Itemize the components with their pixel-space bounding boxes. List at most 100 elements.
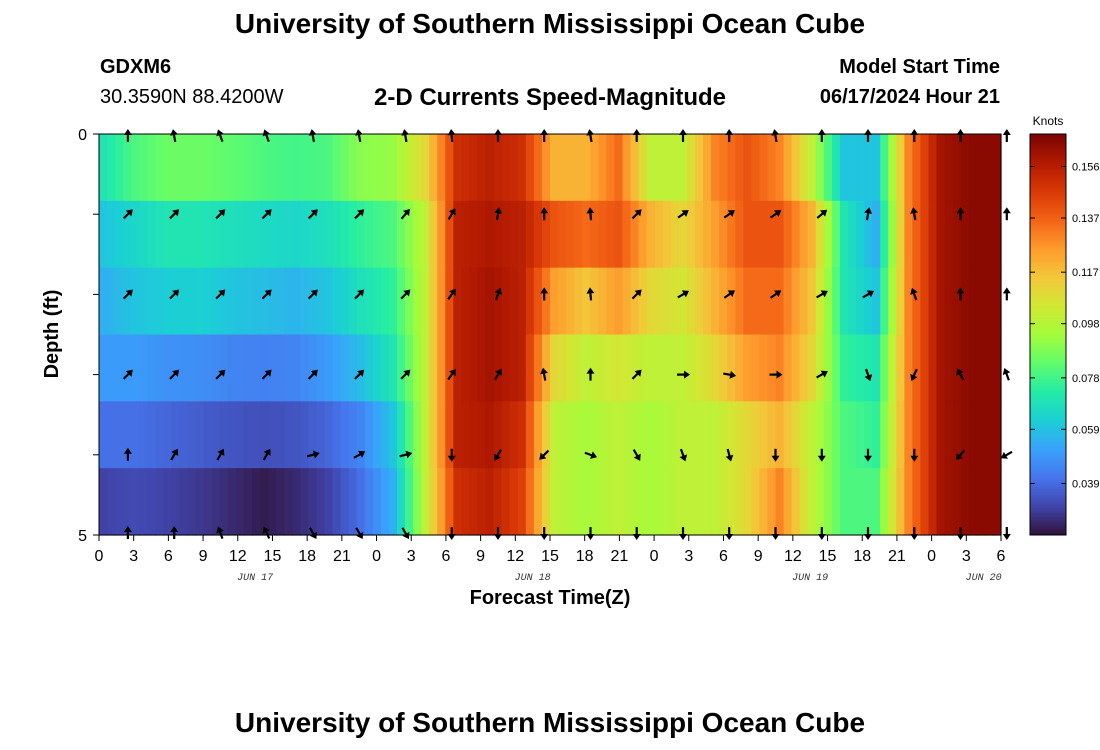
heatmap-cell: [622, 267, 632, 336]
heatmap-cell: [324, 267, 334, 336]
heatmap-cell: [227, 334, 237, 402]
heatmap-cell: [517, 334, 527, 402]
heatmap-cell: [590, 200, 599, 269]
current-vector-arrow: [122, 209, 133, 220]
heatmap-cell: [976, 267, 986, 336]
x-tick-label: 9: [754, 548, 763, 565]
heatmap-cell: [437, 401, 446, 469]
current-vector-arrow: [1002, 287, 1011, 301]
heatmap-cell: [968, 267, 978, 336]
current-vector-arrow: [1000, 450, 1013, 459]
current-vector-arrow: [631, 289, 642, 300]
heatmap-cell: [380, 334, 390, 402]
heatmap-cell: [211, 468, 221, 536]
heatmap-cell: [252, 468, 261, 536]
heatmap-cell: [783, 401, 793, 469]
heatmap-cell: [147, 267, 156, 336]
heatmap-cell: [316, 134, 326, 202]
current-vector-arrow: [307, 369, 318, 380]
heatmap-cell: [630, 134, 640, 202]
x-tick-label: 21: [610, 548, 628, 565]
x-axis-label: Forecast Time(Z): [470, 587, 631, 609]
heatmap-cell: [880, 401, 889, 469]
x-tick-label: 0: [372, 548, 381, 565]
current-vector-arrow: [261, 209, 272, 220]
current-vector-arrow: [447, 527, 456, 540]
heatmap-cell: [364, 468, 374, 536]
heatmap-cell: [896, 334, 905, 402]
heatmap-cell: [292, 267, 301, 336]
heatmap-cell: [759, 401, 769, 469]
x-tick-label: 21: [333, 548, 351, 565]
heatmap-cell: [751, 334, 760, 402]
heatmap-cell: [396, 401, 406, 469]
heatmap-cell: [839, 134, 849, 202]
heatmap-cell: [292, 468, 301, 536]
heatmap-cell: [517, 401, 527, 469]
heatmap-cell: [445, 267, 454, 336]
current-vector-arrow: [725, 448, 734, 462]
heatmap-cell: [646, 334, 656, 402]
heatmap-cell: [445, 334, 454, 402]
current-vector-arrow: [910, 527, 919, 540]
colorbar-tick-label: 0.137: [1072, 213, 1100, 225]
heatmap-cell: [694, 267, 704, 336]
heatmap-cell: [719, 468, 728, 536]
heatmap-cell: [815, 200, 825, 269]
current-vector-arrow: [632, 449, 641, 461]
heatmap-cell: [421, 334, 430, 402]
heatmap-cell: [839, 468, 849, 536]
heatmap-cell: [920, 401, 930, 469]
heatmap-cell: [461, 401, 471, 469]
heatmap-cell: [872, 401, 881, 469]
heatmap-cell: [292, 134, 301, 202]
heatmap-cell: [252, 267, 261, 336]
heatmap-cell: [413, 267, 422, 336]
heatmap-cell: [558, 401, 567, 469]
heatmap-cell: [163, 134, 173, 202]
heatmap-cell: [936, 334, 946, 402]
heatmap-cell: [984, 468, 994, 536]
current-vector-arrow: [723, 210, 735, 219]
heatmap-cell: [155, 134, 165, 202]
heatmap-cell: [775, 267, 785, 336]
current-vector-arrow: [215, 209, 226, 220]
heatmap-cell: [243, 401, 253, 469]
current-vector-arrow: [122, 369, 133, 380]
heatmap-cell: [839, 267, 849, 336]
current-vector-arrow: [169, 369, 180, 380]
heatmap-cell: [252, 200, 261, 269]
heatmap-cell: [493, 468, 503, 536]
heatmap-cell: [614, 334, 624, 402]
current-vector-arrow: [216, 129, 224, 143]
heatmap-cell: [348, 401, 358, 469]
heatmap-cell: [364, 401, 374, 469]
heatmap-cell: [759, 468, 769, 536]
current-vector-arrow: [864, 448, 872, 462]
current-vector-arrow: [400, 208, 410, 220]
colorbar-tick-label: 0.117: [1072, 267, 1099, 279]
heatmap-cell: [405, 401, 414, 469]
heatmap-cell: [719, 200, 728, 269]
heatmap-cell: [445, 401, 454, 469]
heatmap-cell: [638, 468, 648, 536]
heatmap-cell: [413, 200, 422, 269]
heatmap-cell: [815, 334, 825, 402]
heatmap-cell: [654, 200, 664, 269]
heatmap-cell: [815, 134, 825, 202]
heatmap-cell: [131, 468, 140, 536]
heatmap-cell: [107, 334, 116, 402]
current-vector-arrow: [910, 448, 919, 462]
date-label: JUN 19: [792, 573, 828, 584]
heatmap-cell: [694, 468, 704, 536]
heatmap-cell: [606, 134, 616, 202]
heatmap-cell: [662, 334, 672, 402]
heatmap-cell: [405, 334, 414, 402]
heatmap-cell: [936, 267, 946, 336]
heatmap-cell: [179, 267, 189, 336]
heatmap-cell: [920, 267, 930, 336]
current-vector-arrow: [306, 450, 320, 459]
heatmap-cell: [525, 267, 535, 336]
heatmap-cell: [566, 134, 575, 202]
heatmap-cell: [533, 200, 543, 269]
